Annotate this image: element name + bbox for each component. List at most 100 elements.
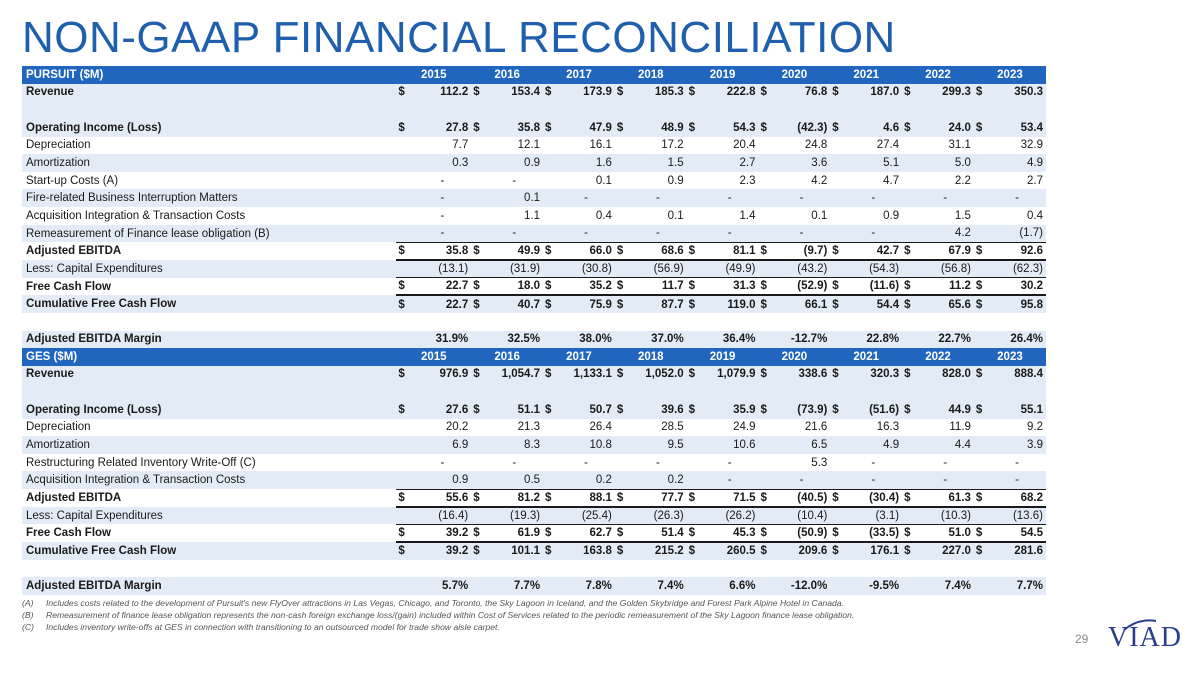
currency-symbol (974, 207, 991, 225)
cell-value: 55.6 (416, 488, 472, 508)
currency-symbol: $ (396, 241, 417, 262)
currency-symbol: $ (686, 523, 704, 544)
spacer-cell (22, 383, 1046, 401)
year-header: 2020 (758, 66, 831, 84)
row-label: Adjusted EBITDA (26, 491, 122, 504)
year-header: 2019 (686, 348, 759, 366)
currency-symbol: $ (614, 400, 633, 419)
currency-symbol: $ (686, 295, 704, 313)
row-label: Adjusted EBITDA Margin (22, 577, 397, 595)
currency-symbol: $ (973, 542, 992, 560)
footnote-a: (A) Includes costs related to the develo… (22, 598, 1062, 610)
currency-symbol (686, 224, 704, 243)
cell-value: 0.4 (1027, 209, 1043, 222)
currency-symbol: $ (396, 365, 417, 384)
cell-value: 350.3 (991, 83, 1046, 102)
currency-symbol: $ (543, 523, 561, 544)
currency-symbol (830, 260, 848, 278)
cell-value: - (560, 189, 615, 208)
cell-value: 5.1 (847, 154, 903, 172)
currency-symbol: $ (543, 83, 561, 102)
currency-symbol: $ (902, 118, 920, 137)
cell-value: 4.2 (919, 224, 974, 243)
cell-value: 187.0 (847, 83, 903, 102)
logo-swoosh-icon (1123, 619, 1157, 631)
currency-symbol (686, 189, 704, 208)
cell-value: 0.9 (416, 471, 472, 490)
currency-symbol (758, 137, 775, 155)
currency-symbol: $ (471, 83, 489, 102)
currency-symbol (615, 137, 632, 155)
currency-symbol: $ (758, 488, 776, 508)
cell-value: (52.9) (775, 277, 831, 297)
cell-value: 0.2 (632, 471, 687, 490)
row-label: Acquisition Integration & Transaction Co… (26, 209, 246, 222)
cell-value: 21.6 (804, 421, 828, 434)
currency-symbol (614, 224, 633, 243)
currency-symbol (830, 330, 848, 349)
cell-value: 39.2 (416, 542, 472, 560)
currency-symbol: $ (902, 295, 920, 313)
cell-value: - (416, 189, 472, 208)
currency-symbol (830, 471, 848, 490)
year-header: 2016 (471, 348, 544, 366)
currency-symbol: $ (396, 542, 417, 560)
row-label: Operating Income (Loss) (22, 400, 397, 419)
cell-value: 1.5 (632, 154, 687, 172)
cell-value: - (632, 224, 687, 243)
cell-value: 50.7 (560, 400, 615, 419)
currency-symbol (471, 454, 488, 472)
cell-value: 35.2 (560, 277, 615, 297)
cell-value: 54.4 (847, 295, 903, 313)
currency-symbol (902, 207, 919, 225)
cell-value: 51.1 (488, 400, 544, 419)
cell-value: 7.8% (560, 577, 615, 595)
cell-value: 26.4% (991, 330, 1046, 349)
cell-value: 2.7 (703, 154, 759, 172)
currency-symbol: $ (396, 83, 417, 102)
year-header: 2023 (973, 66, 1046, 84)
table-row: Adjusted EBITDA Margin 31.9% 32.5% 38.0% 37.… (22, 330, 1046, 349)
table-row: Restructuring Related Inventory Write-Of… (22, 454, 1046, 472)
cell-value: 77.7 (632, 488, 687, 508)
cell-value: 209.6 (775, 542, 831, 560)
currency-symbol: $ (686, 241, 704, 262)
year-header: 2021 (830, 66, 903, 84)
cell-value: 48.9 (632, 118, 687, 137)
cell-value: (42.3) (775, 118, 831, 137)
currency-symbol: $ (686, 365, 704, 384)
table-row: Revenue $112.2 $153.4 $173.9 $185.3 $222.8 $76… (22, 83, 1046, 102)
currency-symbol (471, 506, 489, 525)
row-label: Fire-related Business Interruption Matte… (22, 189, 397, 208)
cell-value: - (919, 471, 974, 490)
currency-symbol: $ (902, 542, 920, 560)
cell-value: (43.2) (775, 260, 831, 278)
cell-value: - (919, 189, 974, 208)
currency-symbol: $ (973, 295, 992, 313)
year-header: 2021 (830, 348, 903, 366)
cell-value: 31.9% (416, 330, 472, 349)
cell-value: 176.1 (847, 542, 903, 560)
cell-value: - (775, 471, 831, 490)
cell-value: 10.6 (703, 436, 759, 454)
cell-value: - (440, 456, 445, 469)
table-row: Remeasurement of Finance lease obligatio… (22, 224, 1046, 243)
table-row: Adjusted EBITDA $35.8 $49.9 $66.0 $68.6 $81.1… (22, 241, 1046, 262)
cell-value: 1,054.7 (488, 365, 544, 384)
row-label: Amortization (22, 154, 397, 172)
cell-value: (56.9) (632, 260, 687, 278)
currency-symbol (758, 471, 776, 490)
currency-symbol (396, 224, 417, 243)
page-title: NON-GAAP FINANCIAL RECONCILIATION (22, 13, 896, 62)
currency-symbol (543, 172, 560, 190)
currency-symbol: $ (830, 241, 848, 262)
year-header: 2019 (686, 66, 759, 84)
currency-symbol: $ (902, 241, 920, 262)
cell-value: (31.9) (488, 260, 544, 278)
currency-symbol: $ (830, 295, 848, 313)
currency-symbol: $ (973, 277, 992, 297)
cell-value: 888.4 (991, 365, 1046, 384)
currency-symbol (471, 154, 489, 172)
cell-value: (25.4) (560, 506, 615, 525)
currency-symbol (686, 330, 704, 349)
